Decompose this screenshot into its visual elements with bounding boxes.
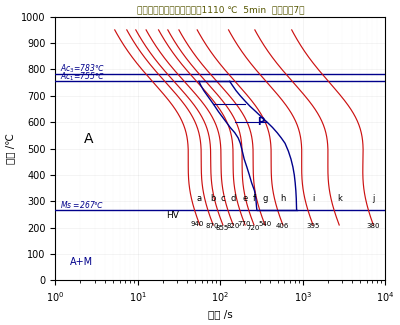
Text: 870: 870: [206, 223, 219, 229]
Text: k: k: [337, 194, 342, 203]
Title: 原始状态：热轧奥氏体化：1110 ℃  5min  品粒度：7级: 原始状态：热轧奥氏体化：1110 ℃ 5min 品粒度：7级: [136, 6, 304, 15]
Text: 395: 395: [306, 223, 319, 229]
Text: 406: 406: [276, 223, 289, 229]
X-axis label: 时间 /s: 时间 /s: [208, 309, 233, 319]
Text: 380: 380: [366, 223, 380, 229]
Y-axis label: 温度 /℃: 温度 /℃: [6, 133, 16, 164]
Text: A+M: A+M: [70, 256, 93, 266]
Text: 540: 540: [258, 221, 272, 227]
Text: e: e: [242, 194, 248, 203]
Text: $Ac_1$=755℃: $Ac_1$=755℃: [60, 70, 105, 83]
Text: 940: 940: [190, 221, 204, 227]
Text: P: P: [257, 117, 264, 127]
Text: $Ms$ =267℃: $Ms$ =267℃: [60, 199, 105, 210]
Text: 720: 720: [247, 225, 260, 231]
Text: 820: 820: [226, 223, 240, 229]
Text: HV: HV: [166, 211, 179, 220]
Text: A: A: [84, 132, 93, 146]
Text: d: d: [231, 194, 236, 203]
Text: $Ac_3$=783℃: $Ac_3$=783℃: [60, 63, 105, 75]
Text: 770: 770: [237, 221, 250, 227]
Text: h: h: [280, 194, 285, 203]
Text: i: i: [312, 194, 315, 203]
Text: a: a: [196, 194, 202, 203]
Text: j: j: [372, 194, 375, 203]
Text: 855: 855: [215, 226, 229, 231]
Text: c: c: [221, 194, 225, 203]
Text: f: f: [253, 194, 256, 203]
Text: g: g: [262, 194, 268, 203]
Text: b: b: [210, 194, 216, 203]
